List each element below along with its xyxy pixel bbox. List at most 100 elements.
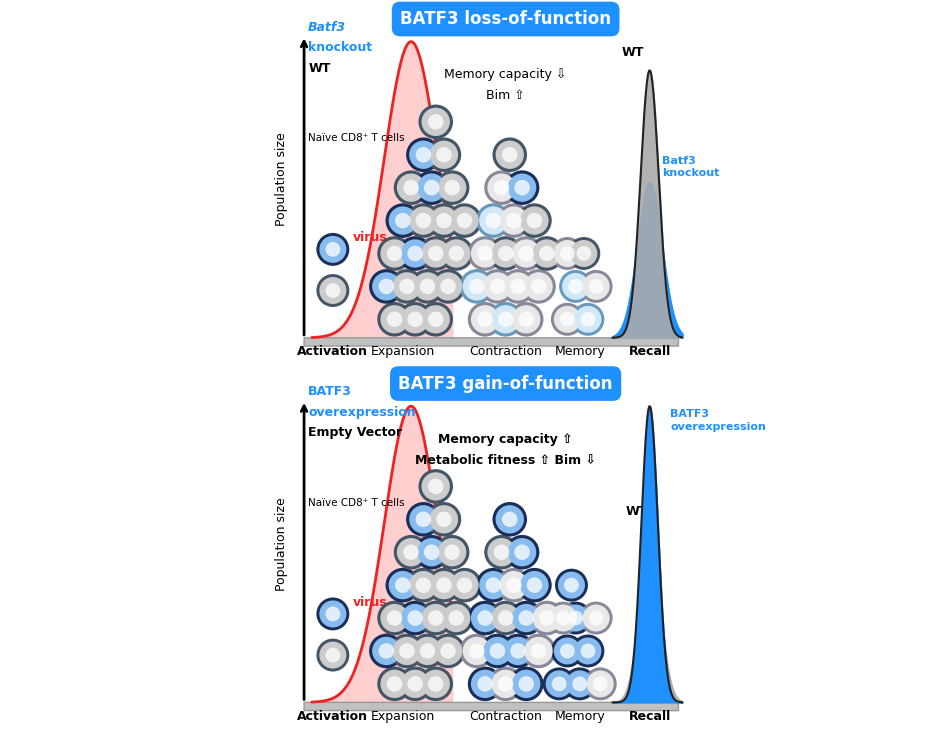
Circle shape <box>444 545 460 560</box>
Circle shape <box>526 213 542 228</box>
Circle shape <box>494 545 510 560</box>
Text: Memory: Memory <box>554 710 605 723</box>
Circle shape <box>426 568 461 603</box>
Text: Batf3
knockout: Batf3 knockout <box>662 156 719 179</box>
Circle shape <box>436 147 452 162</box>
Circle shape <box>372 637 400 665</box>
Circle shape <box>554 240 581 267</box>
Circle shape <box>560 312 575 327</box>
Circle shape <box>488 667 523 701</box>
Circle shape <box>492 604 520 632</box>
Circle shape <box>477 610 493 626</box>
Circle shape <box>481 269 514 304</box>
Circle shape <box>468 236 502 271</box>
Circle shape <box>434 637 462 665</box>
Circle shape <box>410 571 438 600</box>
Circle shape <box>385 568 420 603</box>
Circle shape <box>571 303 604 336</box>
Circle shape <box>542 667 576 700</box>
Circle shape <box>551 237 583 270</box>
Circle shape <box>428 610 443 626</box>
Text: WT: WT <box>626 505 649 519</box>
Circle shape <box>493 138 527 172</box>
Circle shape <box>439 600 473 635</box>
Circle shape <box>419 302 453 336</box>
FancyBboxPatch shape <box>304 702 679 711</box>
Circle shape <box>387 246 402 261</box>
Circle shape <box>394 535 428 569</box>
Circle shape <box>403 180 419 196</box>
Circle shape <box>419 469 453 504</box>
Circle shape <box>390 634 424 668</box>
Circle shape <box>378 236 411 271</box>
Text: Empty Vector: Empty Vector <box>309 426 402 440</box>
Circle shape <box>533 604 561 632</box>
Circle shape <box>401 240 429 268</box>
Circle shape <box>508 538 537 566</box>
Circle shape <box>505 535 539 569</box>
Text: Population size: Population size <box>275 132 288 226</box>
Circle shape <box>517 568 552 603</box>
Circle shape <box>436 577 452 593</box>
Circle shape <box>552 676 567 691</box>
Circle shape <box>526 577 542 593</box>
Circle shape <box>408 312 423 327</box>
Circle shape <box>505 170 539 205</box>
Circle shape <box>406 568 440 603</box>
Circle shape <box>564 578 579 592</box>
Circle shape <box>460 634 494 668</box>
Circle shape <box>316 233 350 266</box>
Circle shape <box>325 648 340 662</box>
Circle shape <box>401 305 429 333</box>
Circle shape <box>583 667 617 700</box>
Circle shape <box>428 478 443 494</box>
Circle shape <box>406 502 440 536</box>
Text: Memory capacity ⇩
Bim ⇧: Memory capacity ⇩ Bim ⇧ <box>444 68 567 103</box>
Circle shape <box>447 568 482 603</box>
Circle shape <box>477 676 493 692</box>
Circle shape <box>420 643 436 658</box>
Circle shape <box>512 670 540 698</box>
Circle shape <box>419 236 453 271</box>
Circle shape <box>560 246 575 261</box>
Circle shape <box>496 203 531 238</box>
Circle shape <box>401 670 429 698</box>
Circle shape <box>518 676 534 692</box>
Circle shape <box>442 240 470 268</box>
Circle shape <box>451 571 479 600</box>
Circle shape <box>387 312 402 327</box>
Circle shape <box>570 240 597 267</box>
Circle shape <box>422 472 450 501</box>
Circle shape <box>320 236 346 263</box>
Circle shape <box>468 302 502 336</box>
Circle shape <box>406 138 440 172</box>
Circle shape <box>430 206 458 235</box>
Circle shape <box>379 278 395 294</box>
Circle shape <box>408 246 423 261</box>
Circle shape <box>410 634 445 668</box>
Circle shape <box>426 203 461 238</box>
Circle shape <box>447 203 482 238</box>
Circle shape <box>484 535 519 569</box>
Circle shape <box>408 610 423 626</box>
Circle shape <box>511 278 525 294</box>
Circle shape <box>395 577 410 593</box>
Circle shape <box>567 670 593 697</box>
Circle shape <box>496 568 531 603</box>
Circle shape <box>581 644 596 658</box>
Circle shape <box>547 602 580 635</box>
Circle shape <box>559 270 592 303</box>
Circle shape <box>424 545 439 560</box>
Circle shape <box>555 568 588 602</box>
Circle shape <box>483 272 511 301</box>
Circle shape <box>476 203 511 238</box>
Circle shape <box>533 240 561 268</box>
Circle shape <box>431 634 466 668</box>
Circle shape <box>463 272 491 301</box>
Circle shape <box>394 170 428 205</box>
Circle shape <box>512 604 540 632</box>
Circle shape <box>468 667 502 701</box>
Circle shape <box>525 637 553 665</box>
Circle shape <box>426 502 461 536</box>
Circle shape <box>316 597 350 630</box>
